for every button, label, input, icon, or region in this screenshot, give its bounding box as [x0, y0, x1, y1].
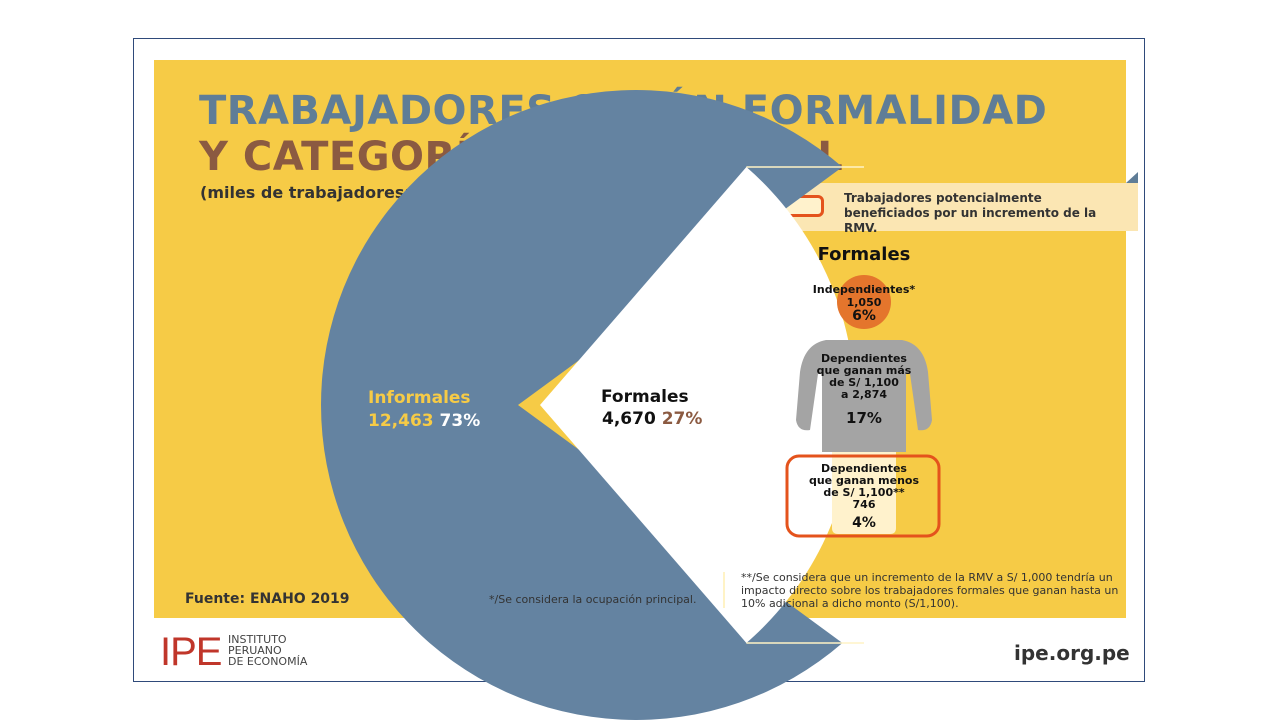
dependientes-mas-line3: de S/ 1,100	[829, 376, 899, 389]
formales-label: Formales	[601, 387, 689, 407]
source-note: Fuente: ENAHO 2019	[185, 591, 350, 607]
dependientes-mas-line2: que ganan más	[816, 364, 912, 377]
informales-values: 12,463 73%	[368, 411, 480, 431]
ipe-logo: IPE	[160, 630, 222, 674]
independientes-percent: 6%	[852, 308, 876, 324]
dependientes-menos-label: Dependientes que ganan menos de S/ 1,100…	[794, 463, 934, 511]
dependientes-mas-value: a 2,874	[840, 388, 888, 401]
footnote-2: **/Se considera que un incremento de la …	[741, 571, 1119, 610]
dependientes-menos-line2: que ganan menos	[808, 474, 920, 487]
ipe-logo-text: INSTITUTO PERUANO DE ECONOMÍA	[228, 634, 307, 667]
formales-values: 4,670 27%	[602, 409, 702, 429]
dependientes-menos-line3: de S/ 1,100**	[823, 486, 905, 499]
legend-text: Trabajadores potencialmente beneficiados…	[844, 191, 1097, 235]
dependientes-mas-line1: Dependientes	[821, 352, 907, 365]
dependientes-mas-label: Dependientes que ganan más de S/ 1,100 a…	[794, 353, 934, 401]
figure-legs-dependientes-menos	[832, 452, 896, 534]
logo-text-line2: PERUANO	[228, 644, 282, 657]
figure-head-independientes	[837, 275, 891, 329]
informales-value: 12,463	[368, 411, 434, 431]
independientes-value: 1,050	[846, 296, 882, 309]
independientes-label: Independientes*	[812, 283, 916, 296]
dependientes-mas-percent: 17%	[846, 409, 882, 427]
informales-percent: 73%	[439, 411, 481, 431]
formales-figure-title: Formales	[817, 244, 911, 265]
logo-text-line3: DE ECONOMÍA	[228, 655, 308, 668]
formales-value: 4,670	[602, 409, 656, 429]
footnote-1: */Se considera la ocupación principal.	[489, 593, 697, 606]
figure-body-dependientes-mas	[796, 340, 932, 452]
highlight-box	[785, 454, 941, 538]
dependientes-menos-percent: 4%	[852, 515, 876, 531]
formales-percent: 27%	[661, 409, 703, 429]
pie-slice-formales	[540, 167, 855, 643]
dependientes-menos-value: 746	[852, 498, 876, 511]
informales-label: Informales	[368, 388, 471, 408]
logo-text-line1: INSTITUTO	[228, 633, 287, 646]
footnote-separator	[723, 572, 725, 608]
dependientes-menos-line1: Dependientes	[821, 462, 907, 475]
connector-lines	[746, 166, 864, 644]
person-figure	[785, 275, 941, 538]
website-link[interactable]: ipe.org.pe	[1014, 641, 1130, 665]
legend-tab	[1126, 172, 1138, 183]
legend: Trabajadores potencialmente beneficiados…	[762, 183, 1138, 235]
